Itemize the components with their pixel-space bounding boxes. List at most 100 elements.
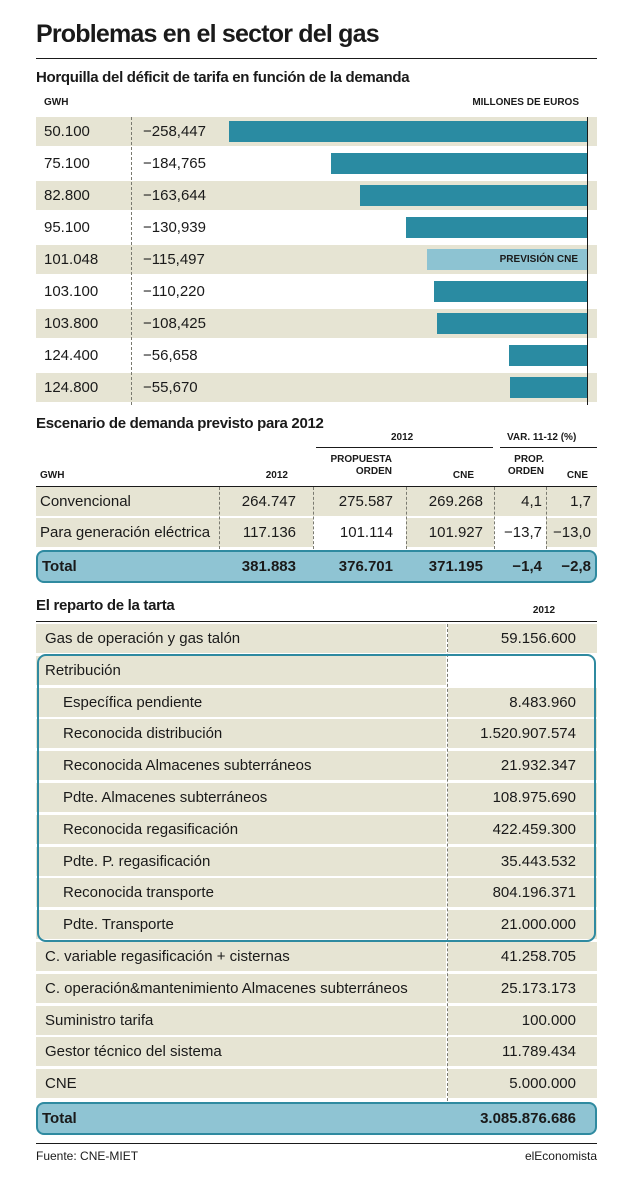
demand-row-cell-band (546, 518, 597, 547)
demand-table-title: Escenario de demanda previsto para 2012 (36, 415, 324, 432)
demand-total-value: 376.701 (338, 558, 393, 575)
reparto-row-label: C. variable regasificación + cisternas (45, 948, 290, 965)
reparto-row-label: Gestor técnico del sistema (45, 1043, 222, 1060)
demand-cell-value: 4,1 (521, 493, 542, 510)
reparto-row-value: 35.443.532 (500, 853, 576, 870)
deficit-category-label: 101.048 (44, 251, 99, 268)
demand-group-var: VAR. 11-12 (%) (507, 432, 577, 443)
footer-source: Fuente: CNE-MIET (36, 1149, 139, 1163)
reparto-value-band (448, 688, 597, 717)
reparto-row-label: C. operación&mantenimiento Almacenes sub… (45, 980, 408, 997)
reparto-table: Gas de operación y gas talón 59.156.600 Re… (36, 624, 597, 1135)
demand-col-propuesta: PROPUESTA ORDEN (330, 454, 393, 477)
reparto-row-value: 100.000 (521, 1012, 576, 1029)
demand-table: Convencional 264.747 275.587 269.268 4,1 1,7 P… (36, 487, 597, 583)
reparto-label-band (36, 847, 446, 876)
deficit-bar (229, 121, 587, 142)
demand-column-divider (313, 487, 314, 549)
demand-total-value: 381.883 (241, 558, 296, 575)
reparto-value-band (448, 878, 597, 907)
reparto-total-label: Total (42, 1110, 77, 1127)
demand-row-label-band (36, 518, 219, 547)
reparto-col-2012: 2012 (532, 605, 556, 616)
reparto-row-value: 59.156.600 (500, 630, 576, 647)
demand-cell-value: 117.136 (242, 524, 296, 541)
reparto-value-band (448, 910, 597, 939)
reparto-table-title: El reparto de la tarta (36, 597, 175, 614)
reparto-label-band (36, 656, 446, 685)
reparto-row-value: 1.520.907.574 (480, 725, 576, 742)
demand-row-label: Convencional (40, 493, 131, 510)
footer-rule (36, 1143, 597, 1144)
demand-col-var-cne: CNE (566, 470, 588, 481)
reparto-label-band (36, 688, 446, 717)
reparto-row-label: Reconocida transporte (63, 884, 214, 901)
demand-total-value: −1,4 (512, 558, 542, 575)
deficit-value-label: −56,658 (143, 347, 198, 364)
reparto-column-divider (447, 624, 448, 1101)
demand-column-divider (494, 487, 495, 549)
demand-col-cne: CNE (452, 470, 474, 481)
reparto-row-value: 11.789.434 (502, 1043, 576, 1060)
reparto-row-value: 5.000.000 (509, 1075, 576, 1092)
demand-cell-value: 275.587 (338, 493, 393, 510)
reparto-label-band (36, 1006, 446, 1035)
reparto-label-band (36, 719, 446, 748)
deficit-zero-axis (587, 117, 588, 405)
reparto-header-rule (36, 621, 597, 622)
demand-total-value: −2,8 (561, 558, 591, 575)
deficit-category-label: 124.400 (44, 347, 99, 364)
reparto-row-value: 21.000.000 (500, 916, 576, 933)
reparto-row-label: Pdte. Transporte (63, 916, 174, 933)
demand-column-divider (219, 487, 220, 549)
deficit-value-label: −258,447 (143, 123, 206, 140)
reparto-label-band (36, 783, 446, 812)
reparto-row-label: Reconocida distribución (63, 725, 223, 742)
deficit-column-divider (131, 117, 132, 405)
deficit-bar (436, 313, 587, 334)
deficit-category-label: 103.100 (44, 283, 99, 300)
reparto-label-band (36, 1037, 446, 1066)
deficit-category-label: 95.100 (44, 219, 90, 236)
deficit-value-label: −184,765 (143, 155, 206, 172)
demand-cell-value: 101.114 (339, 524, 393, 541)
demand-group-var-rule (500, 447, 597, 448)
reparto-row-value: 8.483.960 (509, 694, 576, 711)
deficit-row-band (36, 373, 597, 402)
reparto-value-band (448, 847, 597, 876)
deficit-chart: 50.100 −258,447 75.100 −184,765 82.800 −163,6… (0, 0, 630, 405)
demand-cell-value: 269.268 (428, 493, 483, 510)
reparto-value-band (448, 719, 597, 748)
demand-group-2012-rule (316, 447, 493, 448)
reparto-label-band (36, 624, 446, 653)
deficit-gwh-header: GWH (44, 97, 69, 108)
deficit-value-label: −130,939 (143, 219, 206, 236)
reparto-row-label: Gas de operación y gas talón (45, 630, 241, 647)
reparto-label-band (36, 815, 446, 844)
demand-col-gwh: GWH (40, 470, 65, 481)
deficit-category-label: 82.800 (44, 187, 90, 204)
demand-col-2012: 2012 (265, 470, 288, 481)
reparto-value-band (448, 815, 597, 844)
deficit-bar (434, 281, 587, 302)
reparto-value-band (448, 624, 597, 653)
demand-cell-value: −13,7 (504, 524, 542, 541)
demand-cell-value: −13,0 (553, 524, 591, 541)
demand-row-band (36, 487, 597, 516)
reparto-label-band (36, 878, 446, 907)
demand-column-divider (546, 487, 547, 549)
reparto-value-band (448, 942, 597, 971)
reparto-row-value: 41.258.705 (500, 948, 576, 965)
demand-column-divider (406, 487, 407, 549)
reparto-row-label: Específica pendiente (63, 694, 203, 711)
reparto-label-band (36, 1069, 446, 1098)
reparto-row-value: 25.173.173 (500, 980, 576, 997)
reparto-label-band (36, 751, 446, 780)
title-rule (36, 58, 597, 59)
reparto-row-label: Suministro tarifa (45, 1012, 154, 1029)
reparto-value-band (448, 783, 597, 812)
demand-row-label: Para generación eléctrica (40, 524, 211, 541)
reparto-row-value: 21.932.347 (500, 757, 576, 774)
deficit-value-label: −115,497 (143, 251, 205, 268)
reparto-row-label: Pdte. Almacenes subterráneos (63, 789, 268, 806)
